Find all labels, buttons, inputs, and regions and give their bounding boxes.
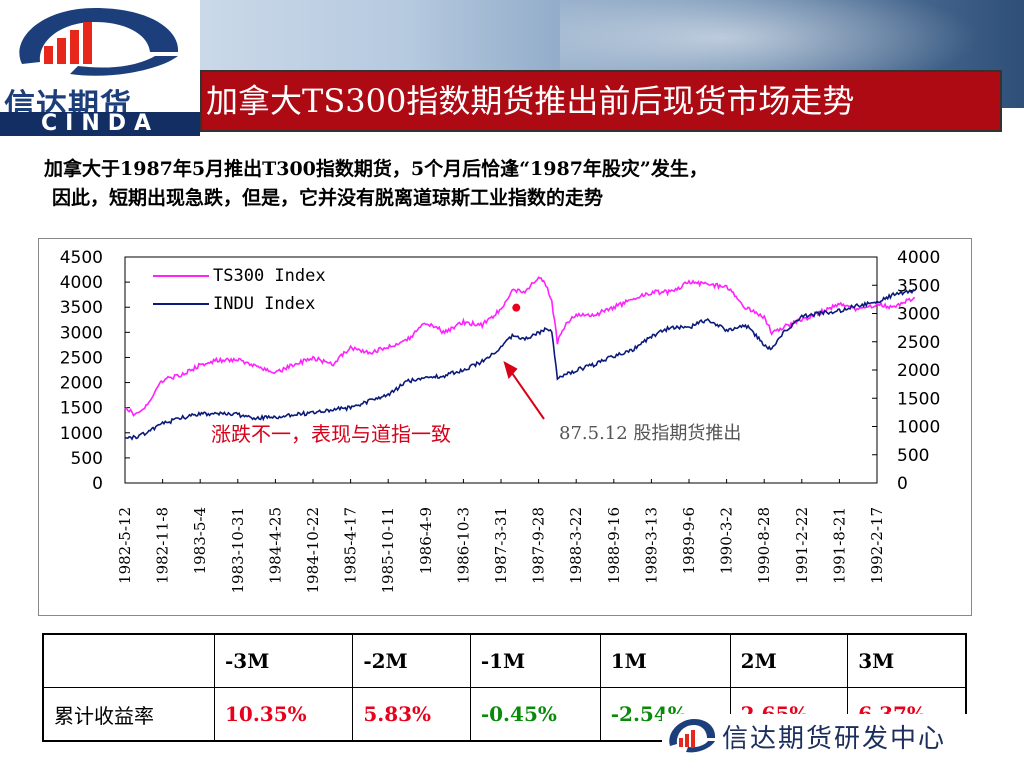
chart-frame: 0 500 1000 1500 2000 2500 3000 3500 4000 4500 0 500… — [38, 238, 972, 616]
x-axis-tick-label: 1988-3-22 — [567, 507, 585, 584]
launch-marker — [512, 303, 521, 312]
intro-paragraph: 加拿大于1987年5月推出T300指数期货，5个月后恰逢“1987年股灾”发生，… — [44, 155, 994, 213]
x-axis-tick-label: 1982-11-8 — [154, 507, 172, 584]
right-axis-tick-label: 4000 — [897, 248, 940, 268]
index-line-chart: 0 500 1000 1500 2000 2500 3000 3500 4000 4500 0 500… — [60, 248, 941, 593]
table-header-row: -3M -2M -1M 1M 2M 3M — [42, 633, 967, 688]
left-axis-tick-label: 1000 — [60, 424, 103, 444]
x-axis-tick-label: 1988-9-16 — [605, 507, 623, 584]
x-axis-tick-label: 1991-8-21 — [830, 507, 848, 584]
cinda-logo-mark-icon — [19, 8, 179, 76]
table-header-cell: -2M — [352, 633, 471, 688]
cinda-logo: 信达期货 CINDA — [0, 0, 200, 136]
table-header-cell: 2M — [729, 633, 849, 688]
table-value-cell: 5.83% — [352, 687, 471, 742]
legend-label: INDU Index — [213, 294, 315, 314]
left-axis-tick-label: 0 — [92, 474, 103, 494]
table-value-cell: 10.35% — [213, 687, 354, 742]
table-row-label: 累计收益率 — [42, 687, 215, 742]
left-axis-tick-label: 4000 — [60, 273, 103, 293]
left-axis-tick-label: 2500 — [60, 348, 103, 368]
series-line-ts300 — [124, 276, 916, 417]
page-title: 加拿大TS300指数期货推出前后现货市场走势 — [200, 70, 1002, 132]
annotation-arrow-head — [503, 360, 518, 380]
x-axis-tick-label: 1982-5-12 — [116, 507, 134, 584]
x-axis-tick-label: 1986-4-9 — [417, 507, 435, 574]
table-header-cell: 1M — [599, 633, 731, 688]
x-axis-tick-label: 1983-5-4 — [191, 507, 209, 574]
x-axis-tick-label: 1990-3-2 — [718, 507, 736, 574]
footer-logo-mark-icon — [669, 719, 716, 753]
table-header-cell: -1M — [469, 633, 601, 688]
right-axis-tick-label: 1500 — [897, 389, 940, 409]
x-axis-tick-label: 1987-3-31 — [492, 507, 510, 584]
left-axis-tick-label: 500 — [71, 449, 103, 469]
annotation-event-text: 87.5.12 股指期货推出 — [559, 423, 741, 444]
left-axis-tick-label: 3500 — [60, 298, 103, 318]
right-axis-tick-label: 2500 — [897, 333, 940, 353]
intro-line-1: 加拿大于1987年5月推出T300指数期货，5个月后恰逢“1987年股灾”发生， — [44, 158, 708, 180]
x-axis-tick-label: 1984-4-25 — [266, 507, 284, 584]
table-value-cell: -0.45% — [469, 687, 601, 742]
x-axis-tick-label: 1985-4-17 — [342, 507, 360, 584]
x-axis-tick-label: 1985-10-11 — [379, 507, 397, 593]
intro-line-2: 因此，短期出现急跌，但是，它并没有脱离道琼斯工业指数的走势 — [52, 187, 604, 209]
legend-label: TS300 Index — [213, 266, 326, 286]
x-axis-tick-label: 1983-10-31 — [229, 507, 247, 593]
x-axis-tick-label: 1984-10-22 — [304, 507, 322, 593]
footer-brand: 信达期货研发中心 — [662, 714, 1022, 758]
left-axis-tick-label: 3000 — [60, 323, 103, 343]
left-axis-tick-label: 2000 — [60, 374, 103, 394]
footer-text: 信达期货研发中心 — [722, 724, 947, 754]
right-axis-tick-label: 3000 — [897, 305, 940, 325]
left-axis-tick-label: 4500 — [60, 248, 103, 268]
right-axis-tick-label: 500 — [897, 446, 929, 466]
table-header-cell — [42, 633, 215, 688]
plot-area-border — [124, 256, 878, 484]
right-axis-tick-label: 0 — [897, 474, 908, 494]
x-axis-tick-label: 1987-9-28 — [530, 507, 548, 584]
x-axis-tick-label: 1989-9-6 — [680, 507, 698, 574]
x-axis-tick-label: 1992-2-17 — [868, 507, 886, 584]
series-line-indu — [124, 288, 916, 441]
x-axis-tick-label: 1990-8-28 — [755, 507, 773, 584]
right-axis-tick-label: 2000 — [897, 361, 940, 381]
x-axis-tick-label: 1989-3-13 — [642, 507, 660, 584]
table-header-cell: 3M — [847, 633, 967, 688]
left-axis-tick-label: 1500 — [60, 399, 103, 419]
x-axis-tick-label: 1986-10-3 — [454, 507, 472, 584]
right-axis-tick-label: 1000 — [897, 418, 940, 438]
table-header-cell: -3M — [213, 633, 354, 688]
x-axis-tick-label: 1991-2-22 — [793, 507, 811, 584]
logo-english-text: CINDA — [0, 112, 200, 136]
annotation-red-text: 涨跌不一，表现与道指一致 — [211, 422, 451, 446]
